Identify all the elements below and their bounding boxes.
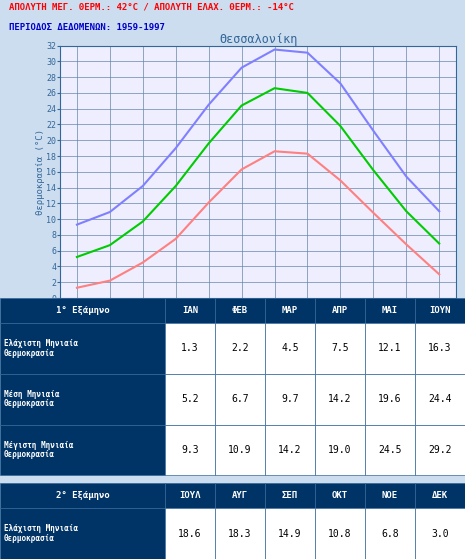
Text: ΟΚΤ: ΟΚΤ [332,491,348,500]
Text: 3.0: 3.0 [431,529,449,538]
Title: Θεσσαλονίκη: Θεσσαλονίκη [219,32,297,46]
Text: 24.4: 24.4 [428,394,452,404]
Bar [165,508,215,559]
Bar [315,484,365,508]
Bar [0,425,165,476]
Text: 14.2: 14.2 [278,445,302,455]
Text: 12.1: 12.1 [378,343,402,353]
Text: 10.8: 10.8 [328,529,352,538]
Bar [215,508,265,559]
Text: 9.3: 9.3 [181,445,199,455]
Bar [415,323,465,373]
Bar [265,425,315,476]
Bar [0,508,165,559]
Bar [415,373,465,425]
Text: 14.9: 14.9 [278,529,302,538]
Text: ΝΟΕ: ΝΟΕ [382,491,398,500]
Bar [315,508,365,559]
Bar [215,373,265,425]
Bar [165,425,215,476]
Text: 7.5: 7.5 [331,343,349,353]
Bar [215,323,265,373]
Bar [365,425,415,476]
Text: 16.3: 16.3 [428,343,452,353]
Text: 19.6: 19.6 [378,394,402,404]
Text: 9.7: 9.7 [281,394,299,404]
Text: ΣΕΠ: ΣΕΠ [282,491,298,500]
Text: 4.5: 4.5 [281,343,299,353]
Text: ΑΠΡ: ΑΠΡ [332,306,348,315]
Bar [365,508,415,559]
Bar [215,425,265,476]
Text: Μέση Μηνιαία
Θερμοκρασία: Μέση Μηνιαία Θερμοκρασία [4,390,59,409]
Bar [415,484,465,508]
Text: 2° Εξάμηνο: 2° Εξάμηνο [56,491,109,500]
Bar [415,425,465,476]
Text: 2.2: 2.2 [231,343,249,353]
Bar [415,508,465,559]
Bar [315,373,365,425]
Bar [0,484,165,508]
Bar [265,484,315,508]
Text: 6.8: 6.8 [381,529,399,538]
Text: Ελάχιστη Μηνιαία
Θερμοκρασία: Ελάχιστη Μηνιαία Θερμοκρασία [4,524,78,543]
Text: ΙΟΥΝ: ΙΟΥΝ [429,306,451,315]
Text: ΔΕΚ: ΔΕΚ [432,491,448,500]
Bar [315,298,365,323]
Text: 6.7: 6.7 [231,394,249,404]
Text: 10.9: 10.9 [228,445,252,455]
Text: 29.2: 29.2 [428,445,452,455]
Bar [165,298,215,323]
Bar [365,323,415,373]
Bar [165,373,215,425]
Bar [365,484,415,508]
Bar [315,323,365,373]
Text: ΙΟΥΛ: ΙΟΥΛ [179,491,201,500]
Y-axis label: θερμοκρασία (°C): θερμοκρασία (°C) [36,129,45,215]
Text: 18.3: 18.3 [228,529,252,538]
Bar [0,373,165,425]
Bar [415,298,465,323]
Text: Ελάχιστη Μηνιαία
Θερμοκρασία: Ελάχιστη Μηνιαία Θερμοκρασία [4,339,78,358]
Bar [0,323,165,373]
Text: ΦΕΒ: ΦΕΒ [232,306,248,315]
Text: ΜΑΙ: ΜΑΙ [382,306,398,315]
Bar [165,484,215,508]
Text: 1° Εξάμηνο: 1° Εξάμηνο [56,306,109,315]
Text: 5.2: 5.2 [181,394,199,404]
Text: ΜΑΡ: ΜΑΡ [282,306,298,315]
Bar [365,373,415,425]
Text: 14.2: 14.2 [328,394,352,404]
Text: ΑΥΓ: ΑΥΓ [232,491,248,500]
Text: Μέγιστη Μηνιαία
Θερμοκρασία: Μέγιστη Μηνιαία Θερμοκρασία [4,440,73,459]
Text: ΠΕΡΙΟΔΟΣ ΔΕΔΟΜΕΝΩΝ: 1959-1997: ΠΕΡΙΟΔΟΣ ΔΕΔΟΜΕΝΩΝ: 1959-1997 [9,23,165,32]
Text: 19.0: 19.0 [328,445,352,455]
Text: 24.5: 24.5 [378,445,402,455]
Bar [215,298,265,323]
Text: ΙΑΝ: ΙΑΝ [182,306,198,315]
Bar [265,323,315,373]
Text: ΑΠΟΛΥΤΗ ΜΕΓ. ΘΕΡΜ.: 42°C / ΑΠΟΛΥΤΗ ΕΛΑΧ. ΘΕΡΜ.: -14°C: ΑΠΟΛΥΤΗ ΜΕΓ. ΘΕΡΜ.: 42°C / ΑΠΟΛΥΤΗ ΕΛΑΧ.… [9,2,294,11]
Text: 1.3: 1.3 [181,343,199,353]
Bar [265,298,315,323]
Bar [215,484,265,508]
Bar [265,373,315,425]
Bar [165,323,215,373]
Bar [315,425,365,476]
Bar [0,298,165,323]
Bar [265,508,315,559]
Text: 18.6: 18.6 [178,529,202,538]
Bar [365,298,415,323]
